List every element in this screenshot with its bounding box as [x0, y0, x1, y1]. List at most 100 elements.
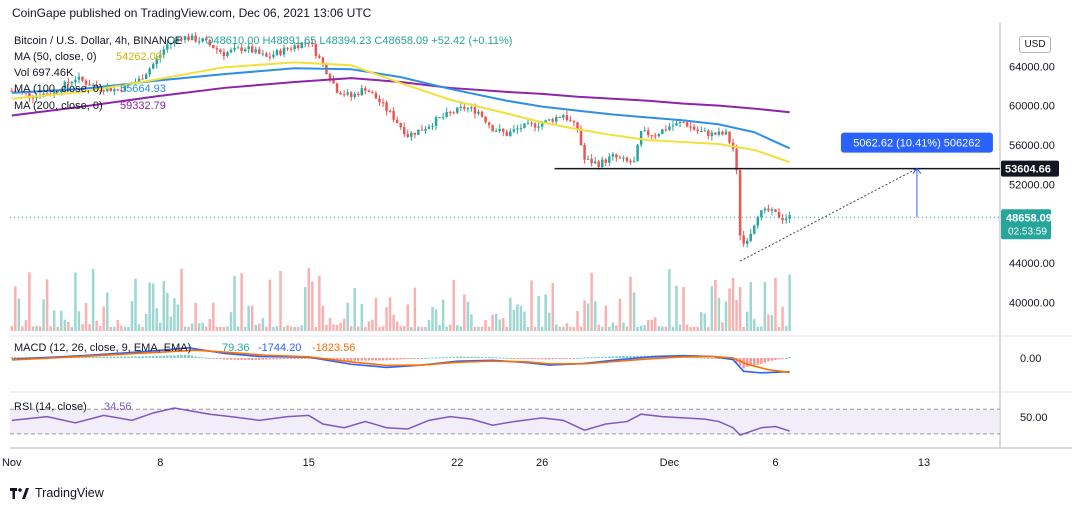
- macd-histogram-bar: [413, 358, 417, 359]
- candle-body: [342, 94, 346, 96]
- volume-bar: [643, 325, 646, 331]
- volume-bar: [781, 306, 784, 331]
- macd-histogram-bar: [105, 356, 109, 358]
- candle-body: [420, 129, 424, 131]
- candle-body: [774, 209, 777, 212]
- volume-bar: [438, 324, 441, 331]
- volume-bar: [604, 305, 608, 331]
- candle-body: [88, 84, 91, 86]
- macd-histogram-bar: [438, 357, 441, 359]
- candle-body: [530, 122, 533, 124]
- candle-body: [151, 64, 155, 69]
- macd-histogram-bar: [187, 354, 190, 358]
- volume-bar: [685, 324, 689, 331]
- candle-body: [226, 52, 229, 57]
- macd-histogram-bar: [201, 357, 204, 359]
- indicator-legend: MA (50, close, 0): [14, 51, 97, 63]
- volume-bar: [459, 326, 463, 331]
- indicator-legend: Vol 697.46K: [14, 67, 74, 79]
- candle-body: [332, 80, 335, 84]
- macd-histogram-bar: [540, 358, 544, 360]
- tradingview-logo[interactable]: TradingView: [10, 486, 104, 500]
- candle-body: [456, 107, 459, 113]
- volume-bar: [600, 326, 604, 331]
- candle-body: [512, 129, 516, 132]
- candle-body: [367, 90, 371, 93]
- volume-bar: [166, 292, 169, 331]
- candle-body: [215, 48, 219, 50]
- candle-body: [272, 54, 275, 57]
- candle-body: [459, 106, 463, 108]
- candle-body: [74, 79, 77, 83]
- candle-body: [668, 126, 671, 130]
- volume-bar: [63, 319, 67, 331]
- volume-bar: [392, 314, 395, 331]
- macd-histogram-bar: [130, 356, 134, 358]
- macd-histogram-bar: [233, 358, 236, 360]
- candle-body: [494, 130, 498, 132]
- candle-body: [204, 38, 208, 41]
- candle-body: [445, 112, 448, 117]
- candle-body: [586, 158, 590, 160]
- candle-body: [222, 52, 226, 57]
- macd-histogram-bar: [81, 357, 84, 359]
- candle-body: [636, 144, 639, 162]
- macd-histogram-bar: [604, 356, 608, 358]
- macd-histogram-bar: [763, 358, 767, 363]
- measure-arrow-head: [912, 167, 922, 174]
- candle-body: [247, 46, 250, 50]
- macd-histogram-bar: [332, 358, 335, 360]
- volume-bar: [261, 318, 265, 331]
- candle-body: [470, 107, 473, 109]
- candle-body: [240, 47, 243, 52]
- candle-body: [678, 122, 682, 124]
- macd-histogram-bar: [194, 356, 197, 358]
- currency-button[interactable]: USD: [1019, 36, 1051, 53]
- volume-bar: [67, 321, 70, 331]
- macd-histogram-bar: [120, 356, 123, 358]
- macd-histogram-bar: [275, 358, 279, 360]
- candle-body: [91, 84, 95, 86]
- macd-histogram-bar: [21, 357, 24, 359]
- candle-body: [639, 131, 643, 145]
- candle-body: [137, 78, 141, 83]
- volume-bar: [632, 292, 636, 331]
- candle-body: [753, 225, 756, 234]
- ma50-line: [11, 61, 790, 164]
- volume-bar: [777, 326, 781, 331]
- candle-body: [661, 129, 664, 135]
- volume-bar: [710, 286, 714, 331]
- macd-histogram-bar: [162, 355, 166, 358]
- macd-histogram-bar: [127, 356, 130, 358]
- candle-body: [159, 54, 162, 59]
- macd-histogram-bar: [254, 358, 257, 361]
- volume-bar: [328, 317, 332, 331]
- macd-histogram-bar: [98, 356, 102, 358]
- candle-body: [434, 117, 438, 126]
- macd-histogram-bar: [456, 356, 459, 358]
- volume-bar: [116, 320, 120, 331]
- macd-histogram-bar: [441, 357, 445, 359]
- volume-bar: [767, 314, 770, 331]
- price-tick-label: 64000.00: [1009, 61, 1055, 73]
- macd-histogram-bar: [272, 358, 275, 360]
- candle-body: [311, 42, 314, 45]
- volume-bar: [268, 279, 272, 331]
- volume-bar: [180, 268, 183, 331]
- candle-body: [487, 122, 491, 126]
- macd-histogram-bar: [173, 355, 176, 358]
- candle-body: [144, 74, 148, 80]
- volume-bar: [21, 326, 24, 331]
- candle-body: [258, 49, 261, 54]
- indicator-legend: Bitcoin / U.S. Dollar, 4h, BINANCE: [14, 35, 182, 47]
- candle-body: [318, 55, 321, 58]
- candle-body: [229, 49, 233, 53]
- macd-histogram-bar: [10, 357, 14, 359]
- time-tick-label: 8: [157, 457, 163, 469]
- candle-body: [763, 208, 767, 211]
- candle-body: [583, 145, 586, 160]
- candle-body: [438, 117, 441, 119]
- volume-bar: [586, 303, 590, 331]
- level-price-tag: [1001, 160, 1059, 177]
